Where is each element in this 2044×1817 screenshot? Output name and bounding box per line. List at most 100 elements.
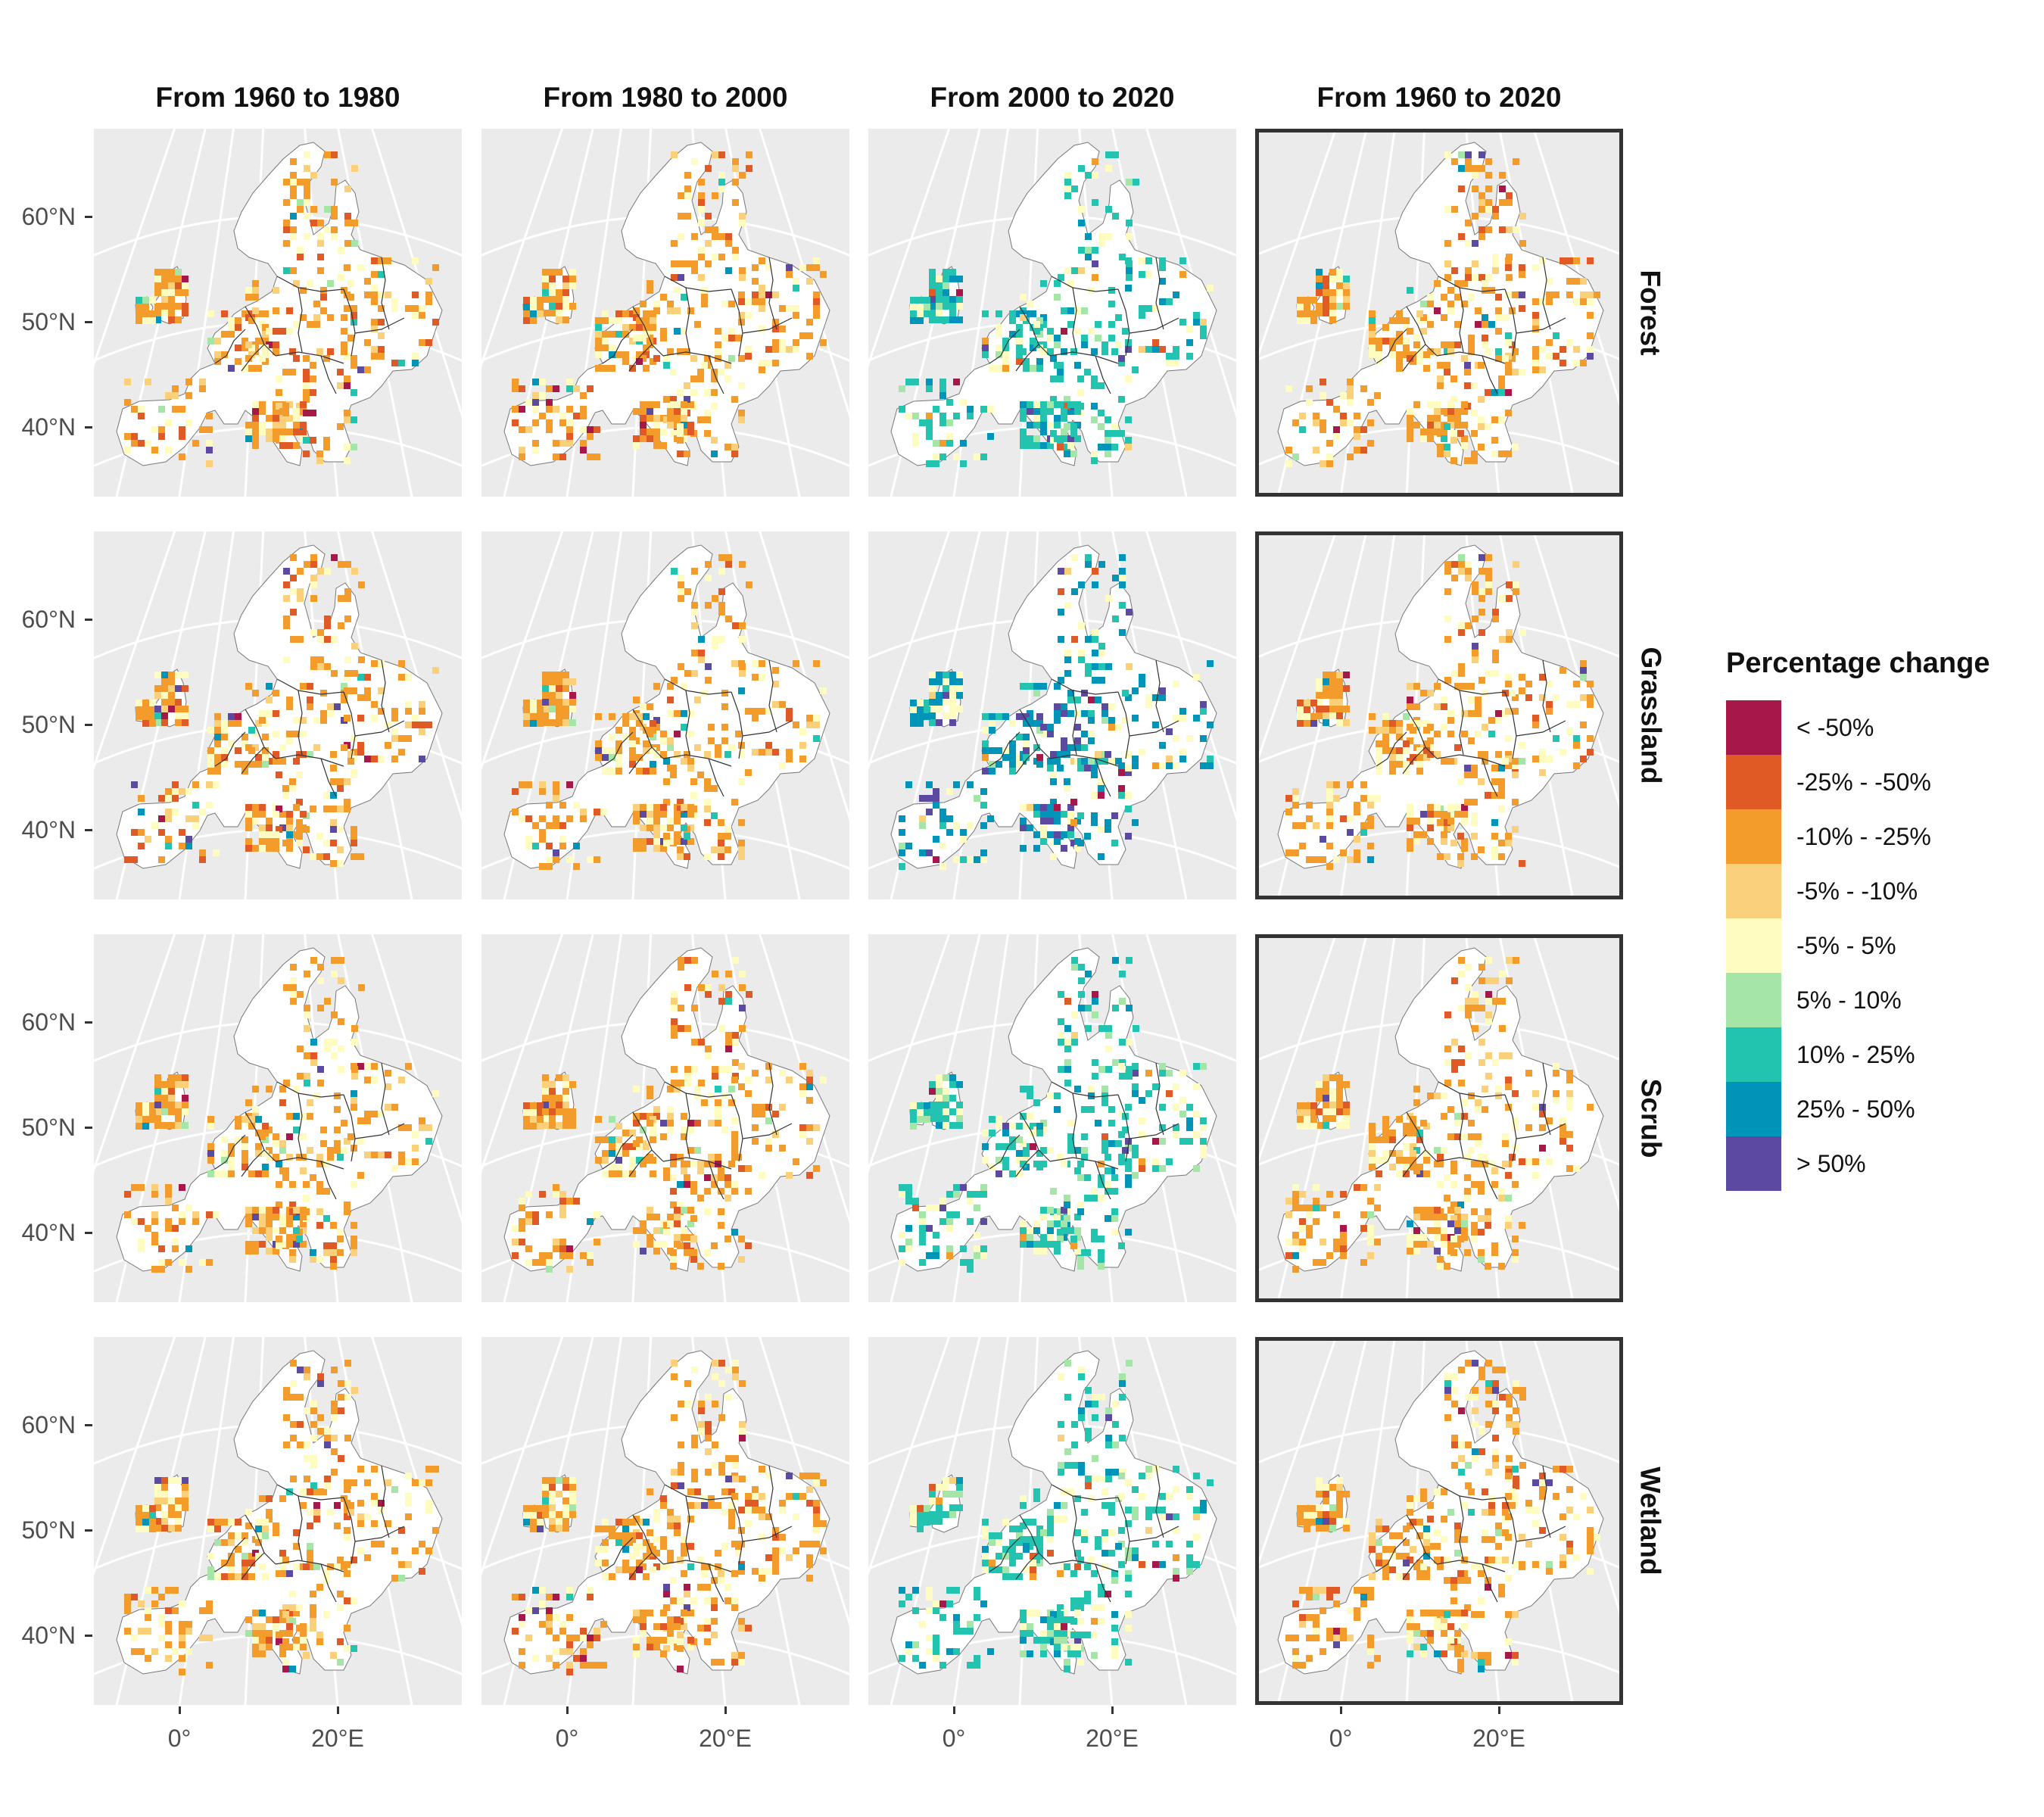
grid-cell	[718, 179, 725, 185]
grid-cell	[609, 365, 615, 372]
grid-cell	[732, 957, 739, 964]
grid-cell	[752, 708, 759, 715]
grid-cell	[1101, 703, 1108, 710]
grid-cell	[1193, 674, 1200, 681]
grid-cell	[214, 768, 221, 774]
grid-cell	[1179, 749, 1186, 756]
grid-cell	[331, 1052, 338, 1059]
grid-cell	[1030, 324, 1036, 331]
grid-cell	[1095, 697, 1101, 703]
grid-cell	[1389, 344, 1396, 351]
grid-cell	[1030, 365, 1036, 372]
grid-cell	[650, 358, 656, 365]
grid-cell	[1347, 453, 1354, 460]
grid-cell	[1482, 321, 1488, 328]
grid-cell	[559, 822, 566, 829]
grid-cell	[1492, 206, 1499, 213]
grid-cell	[1067, 307, 1074, 314]
grid-cell	[1502, 314, 1509, 321]
grid-cell	[1125, 376, 1132, 382]
grid-cell	[1297, 706, 1304, 713]
grid-cell	[622, 1130, 629, 1136]
grid-cell	[245, 683, 252, 690]
grid-cell	[653, 422, 660, 429]
grid-cell	[341, 744, 347, 751]
grid-cell	[721, 335, 728, 341]
grid-cell	[283, 581, 290, 588]
grid-cell	[660, 751, 667, 758]
grid-cell	[1023, 747, 1030, 754]
grid-cell	[765, 1104, 772, 1111]
grid-cell	[1074, 845, 1081, 852]
grid-cell	[731, 1117, 738, 1124]
grid-cell	[293, 422, 300, 429]
grid-cell	[629, 713, 636, 720]
grid-cell	[946, 829, 953, 836]
grid-cell	[1343, 672, 1350, 678]
grid-cell	[1058, 609, 1064, 616]
grid-cell	[1505, 410, 1512, 416]
grid-cell	[1057, 765, 1064, 771]
grid-cell	[1316, 685, 1323, 692]
grid-cell	[1105, 595, 1112, 602]
grid-cell	[701, 301, 708, 307]
grid-cell	[142, 304, 149, 310]
grid-cell	[677, 389, 684, 396]
grid-cell	[1539, 694, 1546, 701]
grid-cell	[1105, 233, 1112, 240]
grid-cell	[806, 1172, 813, 1179]
grid-cell	[1020, 294, 1027, 301]
grid-cell	[199, 385, 206, 392]
grid-cell	[168, 1122, 175, 1129]
grid-cell	[739, 663, 746, 670]
grid-cell	[241, 1136, 248, 1143]
grid-cell	[138, 795, 145, 802]
grid-cell	[151, 426, 158, 433]
grid-cell	[684, 1181, 690, 1188]
grid-cell	[1009, 747, 1016, 754]
grid-cell	[525, 843, 532, 849]
grid-cell	[266, 415, 273, 422]
grid-cell	[1326, 843, 1333, 849]
grid-cell	[1427, 401, 1434, 408]
grid-cell	[647, 811, 653, 818]
grid-cell	[899, 406, 905, 413]
grid-cell	[405, 674, 412, 681]
grid-cell	[412, 353, 419, 360]
grid-cell	[691, 1066, 698, 1073]
grid-cell	[313, 301, 320, 307]
grid-cell	[1407, 818, 1413, 824]
grid-cell	[1047, 422, 1054, 429]
grid-cell	[307, 751, 313, 758]
grid-cell	[725, 616, 732, 622]
grid-cell	[296, 751, 303, 758]
grid-cell	[331, 226, 338, 233]
grid-cell	[316, 1208, 323, 1215]
grid-cell	[235, 324, 241, 331]
grid-cell	[1367, 856, 1374, 863]
grid-cell	[1513, 581, 1519, 588]
grid-cell	[1336, 699, 1343, 706]
grid-cell	[1532, 353, 1539, 360]
grid-cell	[633, 408, 640, 415]
grid-cell	[334, 1106, 341, 1113]
grid-cell	[1067, 710, 1074, 717]
grid-cell	[199, 856, 206, 863]
grid-cell	[745, 1188, 752, 1195]
grid-cell	[731, 1181, 738, 1188]
grid-cell	[276, 1242, 282, 1249]
grid-cell	[1033, 401, 1040, 408]
grid-cell	[1119, 581, 1126, 588]
grid-cell	[910, 304, 917, 310]
grid-cell	[1354, 836, 1360, 843]
grid-cell	[615, 1123, 622, 1130]
grid-cell	[1407, 415, 1413, 422]
grid-cell	[1506, 629, 1513, 636]
grid-cell	[1047, 335, 1054, 341]
grid-cell	[724, 846, 731, 853]
grid-cell	[252, 415, 259, 422]
grid-cell	[364, 339, 371, 346]
grid-cell	[512, 809, 519, 815]
grid-cell	[1458, 165, 1465, 172]
grid-cell	[711, 437, 718, 444]
